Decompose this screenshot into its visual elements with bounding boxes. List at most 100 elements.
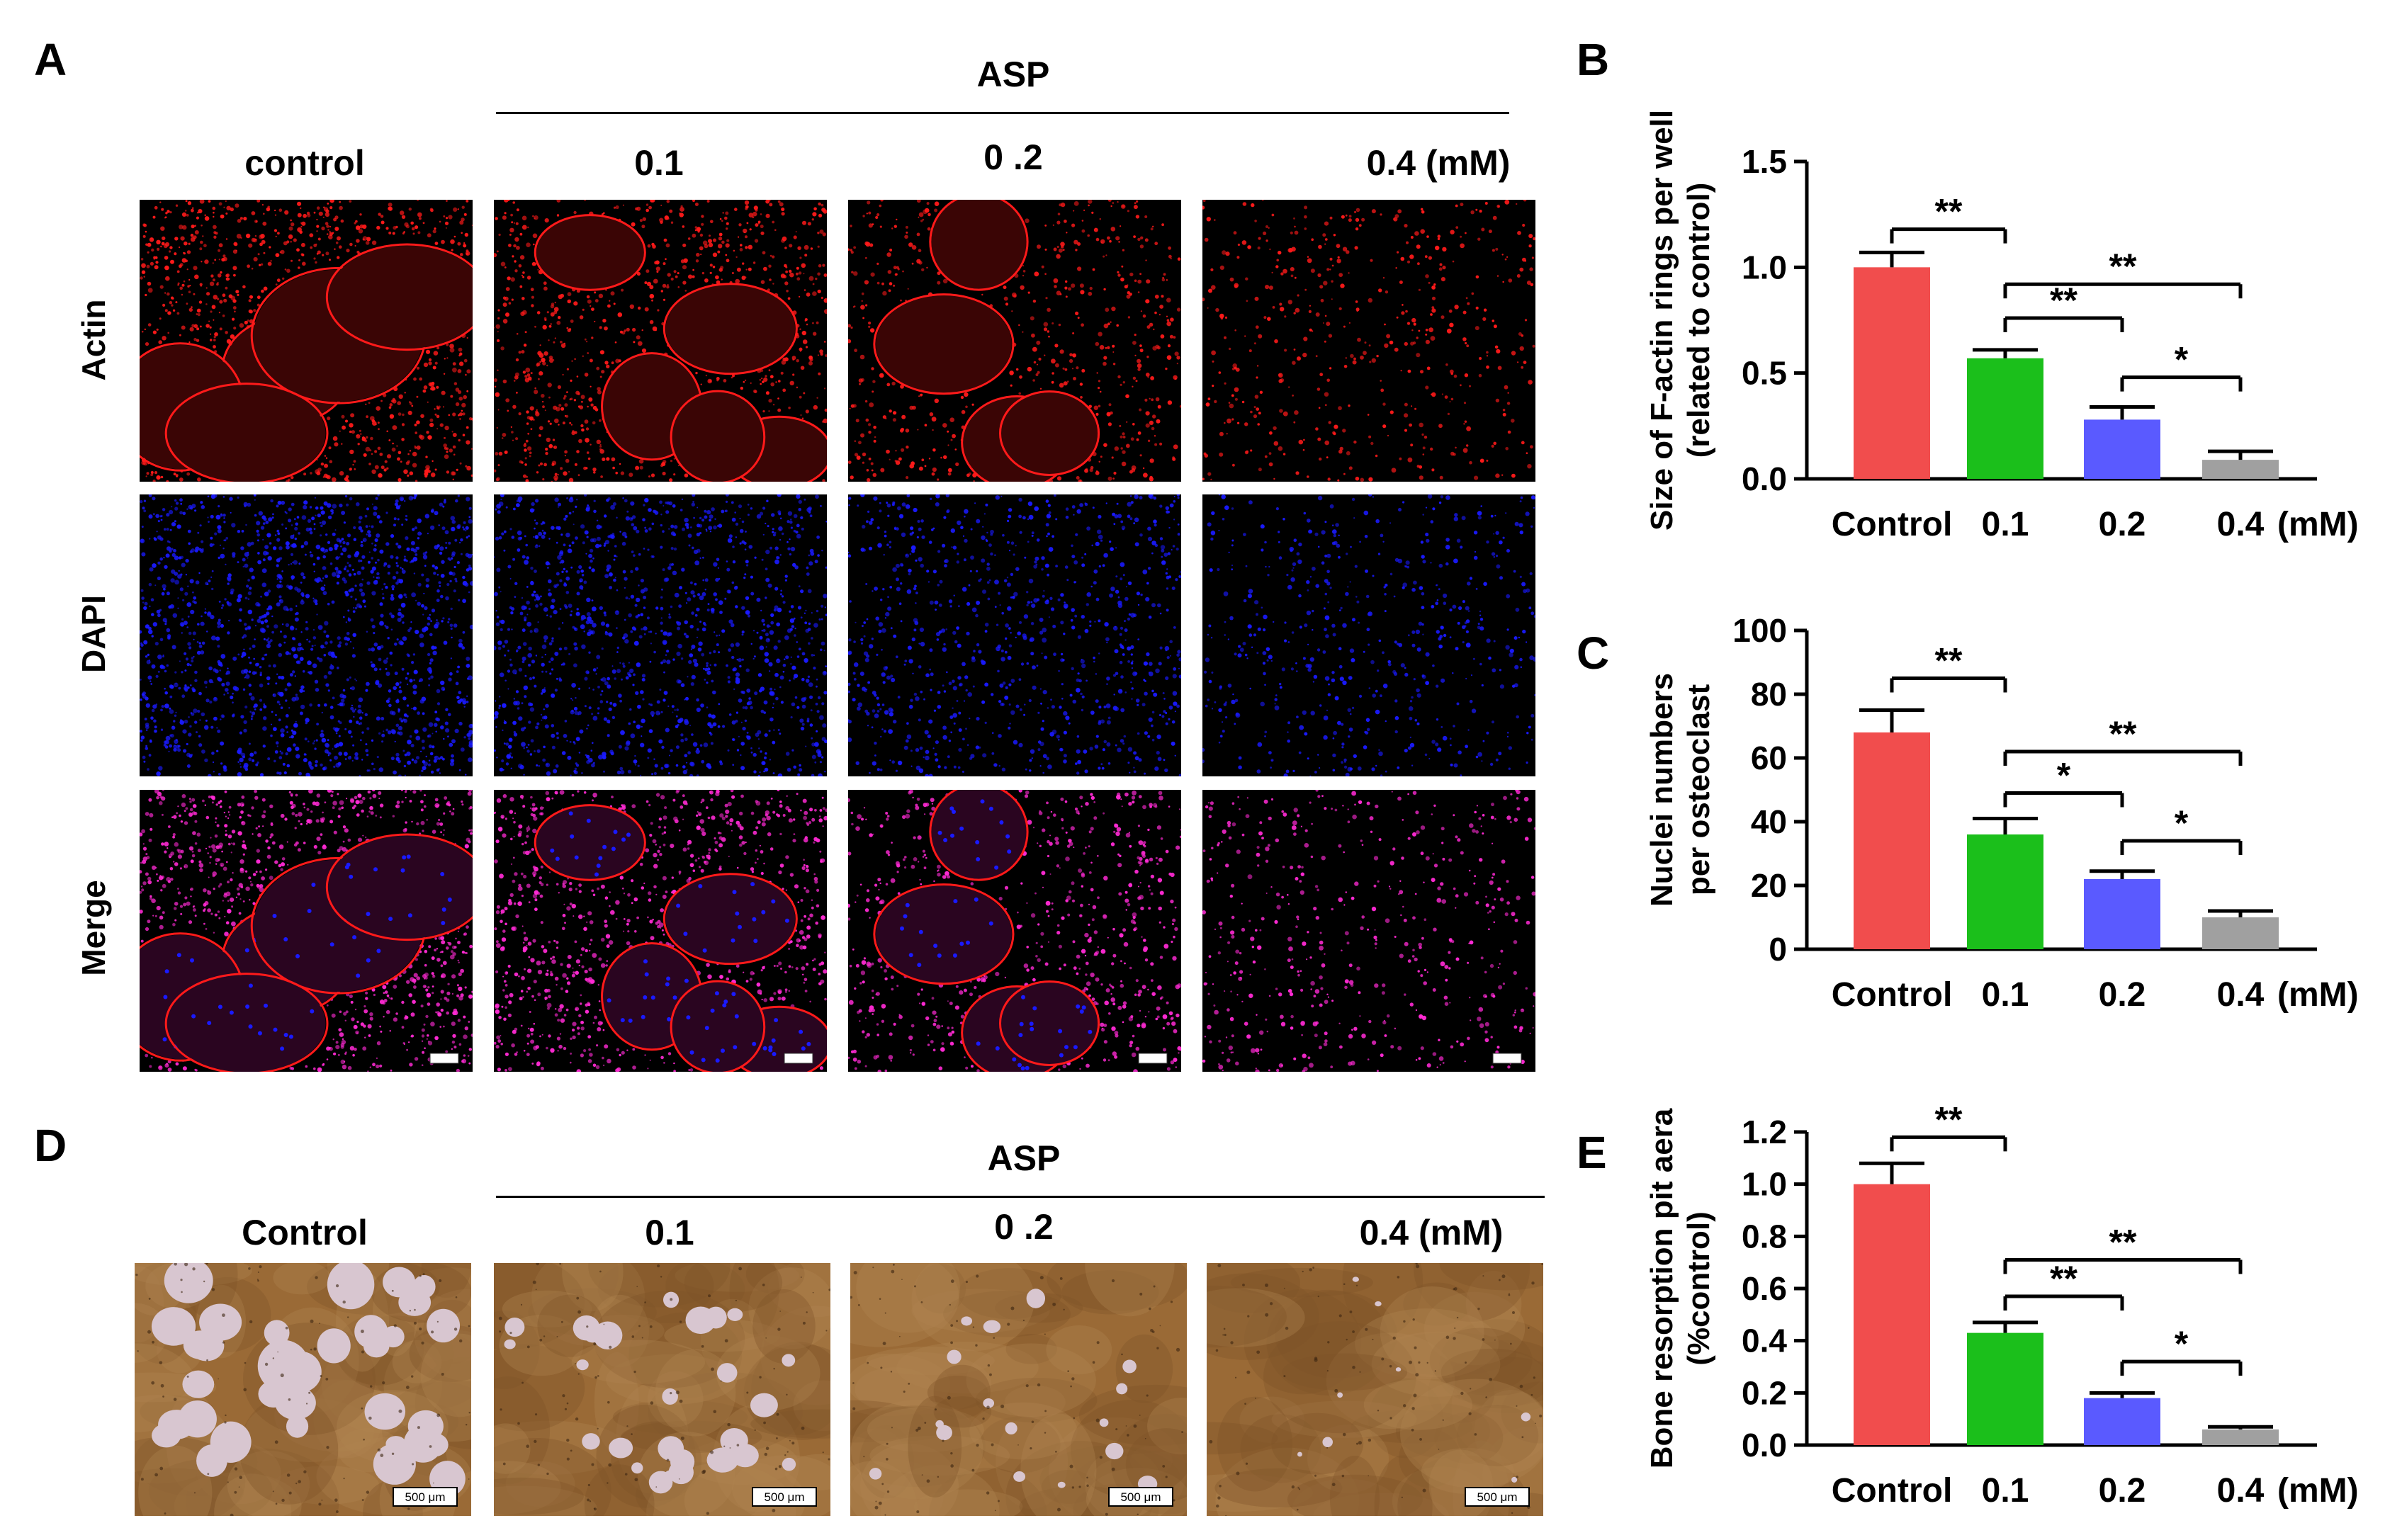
x-tick-label: 0.1 bbox=[1982, 1472, 2029, 1510]
panel-letter-b: B bbox=[1577, 34, 1610, 85]
x-unit-label: (mM) bbox=[2277, 506, 2359, 543]
y-tick-label: 1.0 bbox=[1742, 1166, 1787, 1203]
y-tick-label: 1.0 bbox=[1742, 249, 1787, 285]
y-axis-label-line1: Nuclei numbers bbox=[1645, 673, 1679, 907]
scale-bar bbox=[393, 1487, 458, 1507]
y-tick-label: 100 bbox=[1732, 612, 1787, 649]
micrograph-merge-3 bbox=[848, 790, 1181, 1072]
scale-bar bbox=[784, 1053, 813, 1064]
y-tick-label: 1.2 bbox=[1742, 1114, 1787, 1150]
sig-label: ** bbox=[1935, 192, 1963, 232]
sig-label: ** bbox=[1935, 641, 1963, 681]
panel-a-row-label-merge: Merge bbox=[75, 880, 112, 976]
bar-0.1 bbox=[1967, 1332, 2043, 1445]
panel-a-row-label-actin: Actin bbox=[75, 299, 112, 381]
y-tick-label: 0.6 bbox=[1742, 1270, 1787, 1307]
panel-letter-e: E bbox=[1577, 1127, 1607, 1178]
micrograph-dapi-4 bbox=[1202, 494, 1535, 776]
x-unit-label: (mM) bbox=[2277, 976, 2359, 1014]
y-tick-label: 0 bbox=[1769, 931, 1787, 968]
chart-e-bone-resorption-pit-area: 0.0 0.2 0.4 0.6 0.8 1.0 1.2 Bone resorption pit… bbox=[1645, 1099, 2359, 1510]
y-tick-label: 0.0 bbox=[1742, 460, 1787, 497]
sig-label: ** bbox=[2109, 247, 2137, 286]
panel-a-group-underline bbox=[496, 112, 1509, 114]
scale-bar bbox=[1138, 1053, 1168, 1064]
panel-d-group-label: ASP bbox=[987, 1138, 1061, 1178]
scale-bar bbox=[1492, 1053, 1522, 1064]
scale-bar-label: 500 μm bbox=[1477, 1490, 1517, 1504]
y-tick-label: 20 bbox=[1751, 867, 1787, 904]
panel-d-col-header-0-4: 0.4 (mM) bbox=[1359, 1213, 1504, 1252]
pit-image-3: 500 μm bbox=[850, 1263, 1187, 1516]
sig-label: ** bbox=[2109, 1222, 2137, 1262]
sig-label: * bbox=[2057, 756, 2071, 796]
panel-a-group-label: ASP bbox=[976, 55, 1050, 94]
y-tick-label: 0.5 bbox=[1742, 355, 1787, 392]
panel-a-col-header-0-1: 0.1 bbox=[634, 143, 684, 183]
x-tick-label: 0.4 bbox=[2217, 976, 2265, 1014]
bar-0.1 bbox=[1967, 834, 2043, 949]
panel-a-col-header-0-2: 0 .2 bbox=[983, 137, 1043, 177]
y-axis-label-line2: per osteoclast bbox=[1681, 684, 1716, 895]
scale-bar bbox=[1465, 1487, 1530, 1507]
x-tick-label: 0.4 bbox=[2217, 1472, 2265, 1510]
panel-a-col-header-control: control bbox=[244, 143, 365, 183]
scale-bar-label: 500 μm bbox=[1120, 1490, 1161, 1504]
panel-letter-a: A bbox=[34, 34, 67, 85]
scale-bar bbox=[1108, 1487, 1173, 1507]
panel-d-col-header-control: Control bbox=[242, 1213, 368, 1252]
pit-image-1: 500 μm bbox=[135, 1263, 471, 1516]
y-tick-label: 0.4 bbox=[1742, 1323, 1787, 1359]
y-axis-label-line2: (related to control) bbox=[1681, 183, 1716, 458]
panel-a-row-label-dapi: DAPI bbox=[75, 595, 112, 673]
x-tick-label: 0.2 bbox=[2099, 976, 2146, 1014]
panel-d-group-underline bbox=[496, 1196, 1545, 1198]
y-tick-label: 1.5 bbox=[1742, 143, 1787, 180]
sig-label: ** bbox=[2109, 714, 2137, 754]
sig-label: * bbox=[2175, 803, 2189, 843]
x-tick-label: 0.1 bbox=[1982, 976, 2029, 1014]
micrograph-actin-1 bbox=[140, 200, 473, 482]
micrograph-dapi-3 bbox=[848, 494, 1181, 776]
micrograph-dapi-2 bbox=[494, 494, 827, 776]
chart-b-f-actin-ring-size: 0.0 0.5 1.0 1.5 Size of F-actin rings per we… bbox=[1645, 110, 2359, 543]
bar-0.4 bbox=[2202, 1429, 2279, 1445]
x-tick-label: 0.1 bbox=[1982, 506, 2029, 543]
micrograph-actin-2 bbox=[494, 200, 827, 482]
panel-letter-c: C bbox=[1577, 628, 1610, 679]
y-tick-label: 0.8 bbox=[1742, 1218, 1787, 1255]
sig-label: * bbox=[2175, 340, 2189, 380]
micrograph-merge-2 bbox=[494, 790, 827, 1072]
scale-bar-label: 500 μm bbox=[764, 1490, 804, 1504]
sig-label: ** bbox=[1935, 1099, 1963, 1139]
bar-0.2 bbox=[2084, 419, 2160, 479]
sig-label: * bbox=[2175, 1324, 2189, 1364]
x-tick-label: Control bbox=[1832, 1472, 1953, 1510]
scale-bar bbox=[429, 1053, 459, 1064]
bar-0.2 bbox=[2084, 879, 2160, 949]
y-axis-label-line1: Bone resorption pit aera bbox=[1645, 1108, 1679, 1468]
x-tick-label: Control bbox=[1832, 976, 1953, 1014]
y-axis-label-line2: (%control) bbox=[1681, 1211, 1716, 1366]
bar-0.4 bbox=[2202, 460, 2279, 479]
sig-label: ** bbox=[2050, 1259, 2077, 1298]
sig-label: ** bbox=[2050, 281, 2077, 320]
panel-a-col-header-0-4: 0.4 (mM) bbox=[1366, 143, 1511, 183]
y-axis-label-line1: Size of F-actin rings per well bbox=[1645, 110, 1679, 531]
scale-bar bbox=[752, 1487, 817, 1507]
y-tick-label: 40 bbox=[1751, 803, 1787, 840]
bar-control bbox=[1854, 732, 1930, 949]
y-tick-label: 0.0 bbox=[1742, 1427, 1787, 1463]
x-tick-label: 0.2 bbox=[2099, 1472, 2146, 1510]
x-tick-label: 0.2 bbox=[2099, 506, 2146, 543]
bar-control bbox=[1854, 267, 1930, 479]
x-unit-label: (mM) bbox=[2277, 1472, 2359, 1510]
micrograph-merge-4 bbox=[1202, 790, 1535, 1072]
bar-0.4 bbox=[2202, 917, 2279, 949]
y-tick-label: 80 bbox=[1751, 676, 1787, 713]
bar-0.2 bbox=[2084, 1398, 2160, 1445]
panel-d-col-header-0-2: 0 .2 bbox=[994, 1207, 1054, 1247]
micrograph-merge-1 bbox=[140, 790, 473, 1072]
micrograph-actin-4 bbox=[1202, 200, 1535, 482]
chart-c-nuclei-per-osteoclast: 0 20 40 60 80 100 Nuclei numbers per osteoclast… bbox=[1645, 612, 2359, 1014]
